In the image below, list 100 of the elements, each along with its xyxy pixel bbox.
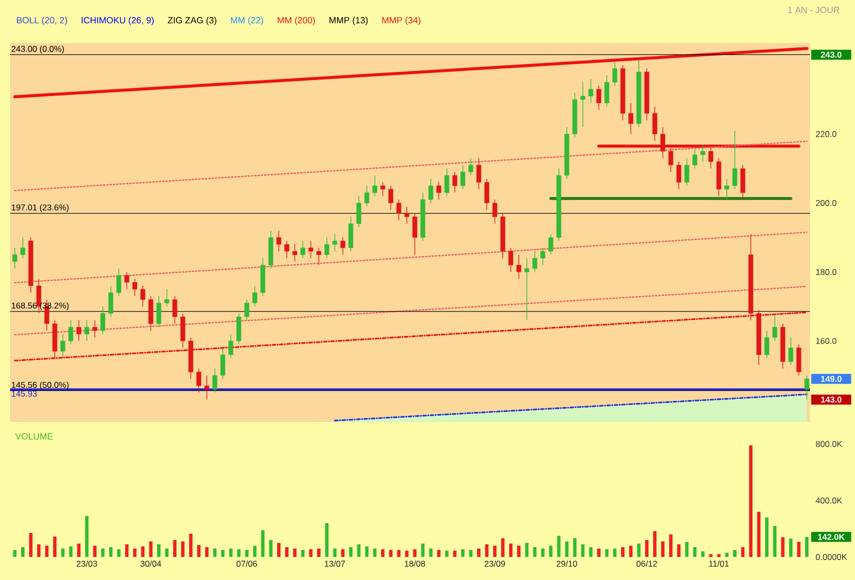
candlestick [724, 178, 730, 200]
bar [709, 554, 712, 557]
bar [733, 550, 736, 557]
bar [565, 541, 568, 557]
candlestick [156, 296, 162, 328]
bar [517, 546, 520, 557]
candlestick [428, 178, 434, 204]
candlestick [788, 337, 794, 366]
candlestick [628, 102, 634, 134]
x-tick-label: 23/09 [484, 560, 506, 567]
bar [701, 551, 704, 557]
candlestick [92, 320, 98, 338]
bar [485, 544, 488, 557]
bar [669, 534, 672, 557]
bar [45, 546, 48, 557]
bar [77, 544, 80, 557]
candlestick [668, 147, 674, 172]
bar [477, 548, 480, 557]
bar [317, 548, 320, 557]
bar [773, 526, 776, 557]
bar [453, 550, 456, 557]
bar [309, 549, 312, 557]
candlestick [692, 147, 698, 169]
bar [261, 530, 264, 557]
candlestick [252, 285, 258, 307]
candlestick [476, 158, 482, 190]
text: 143.0 [821, 396, 842, 403]
bar [589, 547, 592, 557]
bar [381, 549, 384, 557]
bar [141, 546, 144, 557]
bar [213, 548, 216, 557]
candlestick [172, 296, 178, 324]
bar [165, 548, 168, 557]
y-tick-label: 400.0K [816, 498, 842, 504]
bar [621, 547, 624, 557]
ref-line-label: 243.00 (0.0%) [12, 46, 64, 54]
candlestick [196, 368, 202, 394]
bar [429, 548, 432, 557]
x-tick-label: 06/12 [636, 560, 657, 567]
ref-line-label: 145.56 (50.0%) [12, 382, 69, 390]
candlestick [36, 278, 42, 314]
y-tick-label: 180.0 [816, 268, 836, 275]
ref-line-label: 197.01 (23.6%) [12, 204, 69, 212]
bar [717, 554, 720, 557]
bar [181, 541, 184, 557]
bar [413, 549, 416, 557]
text: 149.0 [821, 376, 842, 382]
candlestick [604, 75, 610, 107]
bar [629, 546, 632, 557]
chart-title: VOLUME [15, 433, 53, 440]
x-tick-label: 23/03 [76, 560, 98, 567]
text: 243.0 [820, 52, 842, 58]
bar [69, 546, 72, 557]
bar [637, 544, 640, 557]
bar [285, 547, 288, 557]
candlestick [460, 164, 466, 190]
bar [581, 544, 584, 557]
bar [53, 536, 56, 557]
bar [237, 549, 240, 557]
bar [357, 544, 360, 557]
bar [693, 547, 696, 557]
candlestick [140, 285, 146, 307]
bar [557, 536, 560, 557]
x-tick-label: 18/08 [404, 560, 426, 567]
bar [117, 549, 120, 557]
candlestick [276, 230, 282, 252]
candlestick [316, 247, 322, 266]
candlestick [764, 330, 770, 359]
candlestick [660, 126, 666, 159]
bar [573, 538, 576, 557]
bar [549, 546, 552, 557]
text: ICHIMOKU (26, 9) [82, 16, 154, 26]
bar [797, 542, 800, 557]
candlestick [20, 237, 26, 259]
candlestick [108, 285, 114, 318]
candlestick [372, 175, 378, 196]
candlestick [412, 212, 418, 256]
candlestick [684, 158, 690, 186]
candlestick [772, 313, 778, 342]
bar [293, 548, 296, 557]
bar [197, 544, 200, 557]
bar [61, 548, 64, 557]
candlestick [396, 199, 402, 221]
candlestick [588, 78, 594, 104]
x-tick-label: 07/06 [236, 560, 258, 567]
bar [653, 531, 656, 557]
bar [125, 544, 128, 557]
candlestick [452, 172, 458, 193]
bar [757, 512, 760, 557]
bar [661, 541, 664, 557]
candlestick [404, 206, 410, 224]
bar [341, 549, 344, 557]
candlestick [580, 82, 586, 128]
candlestick [436, 182, 442, 200]
candlestick [60, 334, 66, 359]
bar [789, 538, 792, 557]
candlestick [132, 278, 138, 296]
bar [741, 547, 744, 557]
bar [805, 536, 808, 557]
chart-subtitle: 1 AN - JOUR [788, 6, 840, 14]
